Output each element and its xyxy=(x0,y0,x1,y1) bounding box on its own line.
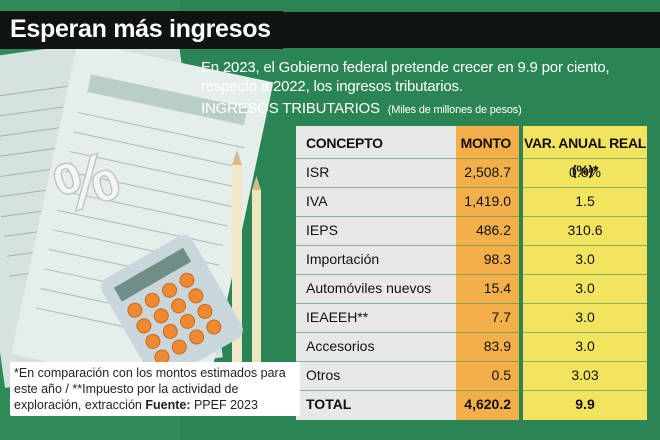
cell-variacion: 1.5 xyxy=(575,193,595,209)
page-title: Esperan más ingresos xyxy=(0,11,283,49)
row-separator xyxy=(296,245,647,246)
table-title-text: INGRESOS TRIBUTARIOS xyxy=(201,100,380,117)
cell-variacion: 0.8% xyxy=(569,164,601,180)
row-separator xyxy=(296,332,647,333)
cell-variacion: 9.9 xyxy=(575,396,595,412)
cell-monto-value: 486.2 xyxy=(475,222,511,238)
cell-monto: 98.3 xyxy=(456,246,519,273)
table-row: Importación 98.3 3.0 xyxy=(296,246,647,273)
cell-monto-value: 0.5 xyxy=(491,367,511,383)
cell-monto: 0.5 xyxy=(456,362,519,389)
table-row: ISR 2,508.7 0.8% xyxy=(296,159,647,186)
cell-monto-value: 1,419.0 xyxy=(464,193,511,209)
footnotes: *En comparación con los montos estimados… xyxy=(10,362,300,416)
concept-column-bg xyxy=(296,126,456,420)
cell-monto: 7.7 xyxy=(456,304,519,331)
cell-monto: 486.2 xyxy=(456,217,519,244)
cell-concepto: IVA xyxy=(306,193,328,209)
cell-concepto: TOTAL xyxy=(306,396,352,412)
row-separator xyxy=(296,390,647,391)
cell-monto: 2,508.7 xyxy=(456,159,519,186)
cell-monto: 1,419.0 xyxy=(456,188,519,215)
cell-concepto: Automóviles nuevos xyxy=(306,280,432,296)
cell-variacion: 3.03 xyxy=(571,367,599,383)
header-variacion: VAR. ANUAL REAL (%)* xyxy=(523,135,647,178)
title-bar: Esperan más ingresos xyxy=(0,10,660,50)
cell-concepto: Accesorios xyxy=(306,338,375,354)
footnote-text: *En comparación con los montos estimados… xyxy=(14,366,286,412)
row-separator xyxy=(296,303,647,304)
cell-concepto: ISR xyxy=(306,164,330,180)
header-concepto: CONCEPTO xyxy=(306,135,383,151)
table-title: INGRESOS TRIBUTARIOS (Miles de millones … xyxy=(201,100,522,117)
cell-monto: 83.9 xyxy=(456,333,519,360)
cell-monto-value: 4,620.2 xyxy=(464,396,511,412)
cell-monto: 4,620.2 xyxy=(456,391,519,418)
calculator xyxy=(101,235,243,382)
table-row: IEPS 486.2 310.6 xyxy=(296,217,647,244)
cell-variacion: 310.6 xyxy=(567,222,603,238)
cell-variacion: 3.0 xyxy=(575,338,595,354)
table-units: (Miles de millones de pesos) xyxy=(387,104,522,116)
source-label: Fuente: xyxy=(145,398,191,412)
pencil-1 xyxy=(232,150,242,405)
table-row: Automóviles nuevos 15.4 3.0 xyxy=(296,275,647,302)
cell-concepto: IEPS xyxy=(306,222,338,238)
pencil-2 xyxy=(252,176,261,410)
cell-variacion: 3.0 xyxy=(575,280,595,296)
table-header: CONCEPTO MONTO VAR. ANUAL REAL (%)* xyxy=(296,130,647,178)
monto-column-bg xyxy=(456,126,519,420)
subtitle: En 2023, el Gobierno federal pretende cr… xyxy=(201,59,610,95)
cell-concepto: IEAEEH** xyxy=(306,309,369,325)
table-row: Accesorios 83.9 3.0 xyxy=(296,333,647,360)
cell-monto-value: 83.9 xyxy=(483,338,511,354)
cell-variacion: 3.0 xyxy=(575,251,595,267)
title-bar-fill xyxy=(282,12,660,48)
header-monto-label: MONTO xyxy=(460,135,512,151)
row-separator xyxy=(296,158,647,159)
header-monto: MONTO xyxy=(456,130,519,157)
row-separator xyxy=(296,216,647,217)
row-separator xyxy=(296,274,647,275)
cell-concepto: Otros xyxy=(306,367,341,383)
cell-monto-value: 2,508.7 xyxy=(464,164,511,180)
row-separator xyxy=(296,361,647,362)
total-row: TOTAL 4,620.2 9.9 xyxy=(296,391,647,418)
table-row: IVA 1,419.0 1.5 xyxy=(296,188,647,215)
source-text: PPEF 2023 xyxy=(193,398,258,412)
cell-concepto: Importación xyxy=(306,251,380,267)
cell-monto-value: 98.3 xyxy=(483,251,511,267)
cell-monto-value: 7.7 xyxy=(491,309,511,325)
revenue-table: CONCEPTO MONTO VAR. ANUAL REAL (%)* ISR 2… xyxy=(296,126,652,420)
table-row: IEAEEH** 7.7 3.0 xyxy=(296,304,647,331)
table-row: Otros 0.5 3.03 xyxy=(296,362,647,389)
cell-monto: 15.4 xyxy=(456,275,519,302)
variation-column-bg xyxy=(523,126,647,420)
cell-monto-value: 15.4 xyxy=(483,280,511,296)
cell-variacion: 3.0 xyxy=(575,309,595,325)
row-separator xyxy=(296,187,647,188)
